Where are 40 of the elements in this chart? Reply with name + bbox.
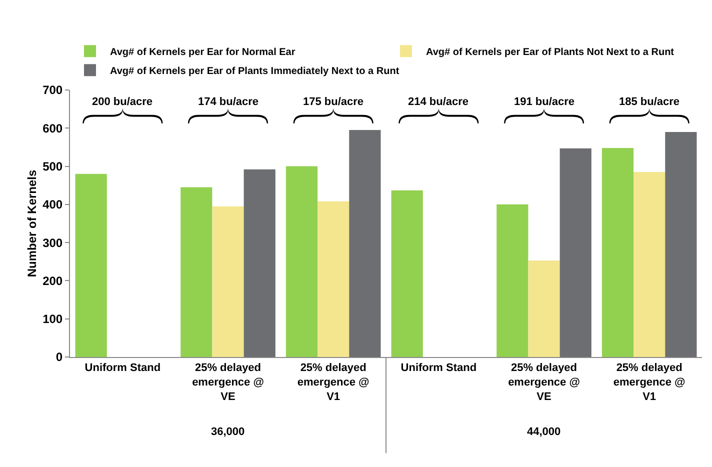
annotation: 214 bu/acre [408,96,469,108]
bar [212,206,244,357]
bar [244,169,276,357]
y-tick-label: 500 [42,159,63,174]
bar [665,132,697,357]
bar [349,130,381,357]
annotation: 191 bu/acre [514,96,575,108]
legend-label: Avg# of Kernels per Ear for Normal Ear [110,47,296,58]
y-tick-label: 100 [42,312,63,326]
bar [602,148,634,357]
bar [180,187,212,357]
y-tick-label: 400 [42,198,63,212]
bar [634,172,666,357]
y-axis-title: Number of Kernels [25,170,39,278]
x-tick-label: 25% delayed emergence @ V1 [613,362,686,403]
x-tick-label: Uniform Stand [400,362,477,374]
annotation: 175 bu/acre [303,96,364,108]
annotation: 185 bu/acre [619,96,680,108]
x-tick-label: Uniform Stand [84,362,161,374]
bar [318,201,350,357]
x-tick-label: 25% delayed emergence @ V1 [297,362,370,403]
legend-label: Avg# of Kernels per Ear of Plants Not Next to a Runt [426,47,675,58]
bar [560,148,592,357]
bar [528,260,560,357]
bar [496,204,528,357]
annotation: 174 bu/acre [198,96,259,108]
x-tick-label: 25% delayed emergence @ VE [192,362,264,403]
y-tick-label: 700 [42,83,63,98]
text: 44,000 [527,426,561,438]
x-tick-label: 25% delayed emergence @ VE [508,362,580,403]
text: 36,000 [211,426,245,438]
bar [391,190,423,357]
bar [286,166,318,357]
y-tick-label: 200 [42,274,63,288]
y-tick-label: 600 [42,121,63,136]
bar [75,174,107,357]
annotation: 200 bu/acre [92,96,153,108]
y-tick-label: 0 [56,350,63,364]
y-tick-label: 300 [42,236,63,250]
legend-label: Avg# of Kernels per Ear of Plants Immediately Next to a Runt [110,66,400,78]
